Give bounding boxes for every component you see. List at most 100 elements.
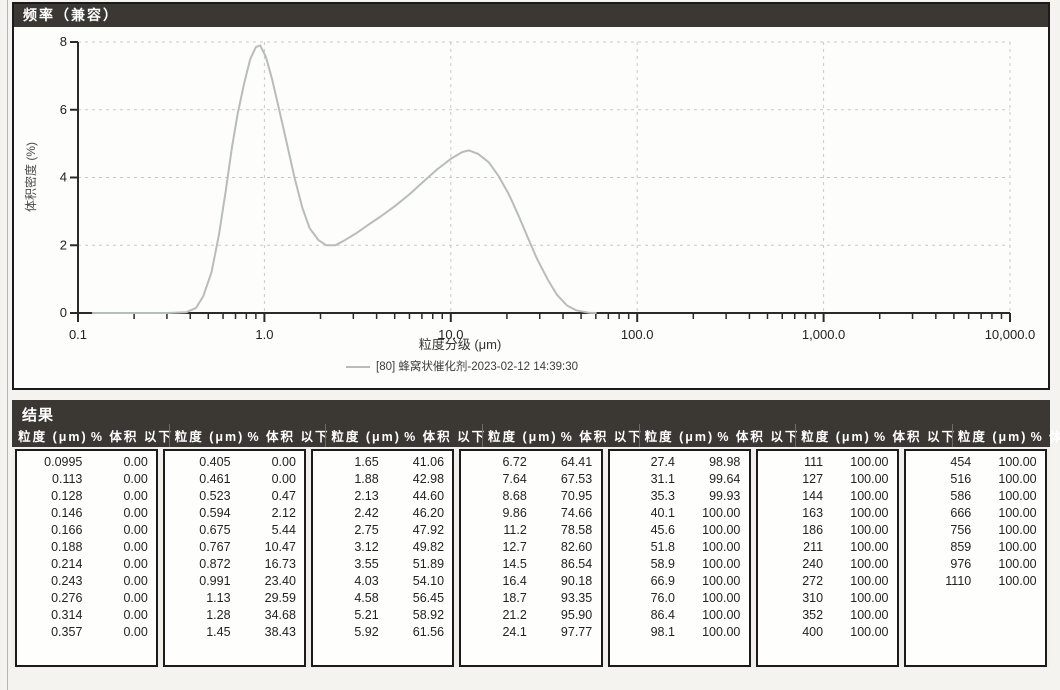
x-axis-label: 粒度分级 (μm) (418, 337, 502, 352)
size-value: 310 (802, 591, 824, 605)
pct-value: 10.47 (264, 540, 296, 554)
pct-value: 38.43 (264, 625, 296, 639)
pct-value: 54.10 (412, 574, 445, 588)
column-header: 粒度 (μm)% 体积 以下 (638, 424, 800, 447)
table-row: 6.72 64.41 (461, 454, 600, 471)
size-value: 4.03 (354, 574, 379, 588)
pct-value: 56.45 (412, 591, 445, 605)
pct-value: 0.00 (123, 455, 148, 469)
y-tick-label: 8 (60, 34, 67, 49)
size-value: 0.523 (199, 489, 231, 503)
table-row: 16.4 90.18 (461, 573, 600, 590)
size-value: 0.872 (199, 557, 231, 571)
result-column: 111 100.00 127 100.00 144 100.00 163 100.00 186 1… (755, 449, 899, 667)
column-header: 粒度 (μm)% 体积 以下 (795, 424, 954, 447)
column-header: 粒度 (μm)% 体积 以下 (168, 424, 328, 447)
table-row: 0.594 2.12 (165, 505, 304, 522)
pct-value: 47.92 (412, 523, 445, 537)
table-row: 240 100.00 (758, 556, 897, 573)
pct-header: % 体积 以下 (717, 430, 800, 444)
table-row: 2.13 44.60 (313, 488, 452, 505)
chart-curve (91, 44, 597, 314)
table-row: 86.4 100.00 (610, 607, 749, 624)
column-header: 粒度 (μm)% 体积 以下 (481, 424, 641, 447)
y-tick-label: 4 (60, 170, 67, 185)
pct-value: 51.89 (412, 557, 445, 571)
table-row: 454 100.00 (906, 454, 1045, 471)
table-row: 0.128 0.00 (17, 488, 156, 505)
pct-header: % 体积 以下 (404, 430, 487, 444)
pct-value: 100.00 (998, 557, 1037, 571)
column-header: 粒度 (μm)% 体积 以下 (325, 424, 487, 447)
pct-value: 0.00 (123, 489, 148, 503)
table-row: 12.7 82.60 (461, 539, 600, 556)
size-value: 3.12 (354, 540, 379, 554)
table-row: 666 100.00 (906, 505, 1045, 522)
pct-value: 100.00 (850, 506, 889, 520)
size-header: 粒度 (μm) (644, 430, 715, 444)
table-row: 3.12 49.82 (313, 539, 452, 556)
pct-value: 41.06 (412, 455, 445, 469)
size-value: 86.4 (650, 608, 675, 622)
size-value: 27.4 (650, 455, 675, 469)
pct-value: 100.00 (850, 455, 889, 469)
frequency-chart: 0 2 4 6 8 0.1 1.0 10.0 100.0 1,000.0 10,000.0 (60, 34, 1036, 342)
size-header: 粒度 (μm) (488, 430, 558, 444)
size-value: 8.68 (502, 489, 527, 503)
table-row: 1.45 38.43 (165, 624, 304, 641)
x-tick-label: 1.0 (255, 327, 273, 342)
size-value: 0.276 (51, 591, 83, 605)
pct-value: 95.90 (560, 608, 593, 622)
pct-value: 100.00 (850, 557, 889, 571)
size-value: 58.9 (650, 557, 675, 571)
pct-header: % 体积 以下 (90, 430, 173, 444)
column-header: 粒度 (μm)% 体积 以下 (15, 424, 173, 447)
size-value: 0.166 (51, 523, 83, 537)
size-value: 9.86 (502, 506, 527, 520)
legend-line-swatch (346, 365, 370, 368)
table-row: 14.5 86.54 (461, 556, 600, 573)
size-value: 0.991 (199, 574, 231, 588)
table-row: 0.523 0.47 (165, 488, 304, 505)
table-row: 211 100.00 (758, 539, 897, 556)
pct-value: 2.12 (271, 506, 296, 520)
pct-value: 100.00 (850, 591, 889, 605)
table-row: 18.7 93.35 (461, 590, 600, 607)
table-row: 35.3 99.93 (610, 488, 749, 505)
table-row: 1.65 41.06 (313, 454, 452, 471)
size-value: 0.113 (52, 472, 83, 486)
size-header: 粒度 (μm) (331, 430, 401, 444)
table-row: 2.75 47.92 (313, 522, 452, 539)
results-titlebar: 结果 粒度 (μm)% 体积 以下 粒度 (μm)% 体积 以下 粒度 (μm)% … (12, 400, 1060, 447)
pct-value: 100.00 (850, 625, 889, 639)
size-value: 0.314 (51, 608, 83, 622)
table-row: 98.1 100.00 (610, 624, 749, 641)
y-axis-label: 体积密度 (%) (24, 142, 38, 212)
table-row: 0.357 0.00 (17, 624, 156, 641)
chart-legend: [80] 蜂窝状催化剂-2023-02-12 14:39:30 (282, 358, 642, 374)
size-value: 24.1 (502, 625, 527, 639)
pct-value: 64.41 (560, 455, 593, 469)
size-value: 3.55 (354, 557, 379, 571)
size-value: 21.2 (502, 608, 527, 622)
size-value: 272 (802, 574, 824, 588)
results-header-row: 粒度 (μm)% 体积 以下 粒度 (μm)% 体积 以下 粒度 (μm)% 体积 … (12, 424, 1060, 447)
size-value: 76.0 (650, 591, 675, 605)
size-value: 144 (802, 489, 824, 503)
table-row: 586 100.00 (906, 488, 1045, 505)
result-column: 0.405 0.00 0.461 0.00 0.523 0.47 0.594 2.12 0.67… (163, 449, 307, 667)
table-row: 310 100.00 (758, 590, 897, 607)
table-row: 163 100.00 (758, 505, 897, 522)
result-column: 454 100.00 516 100.00 586 100.00 666 100.00 756 1… (903, 449, 1047, 667)
table-row: 0.113 0.00 (17, 471, 156, 488)
table-row: 5.21 58.92 (313, 607, 452, 624)
x-tick-label: 10.0 (438, 327, 463, 342)
table-row: 66.9 100.00 (610, 573, 749, 590)
table-row: 1.13 29.59 (165, 590, 304, 607)
table-row: 144 100.00 (758, 488, 897, 505)
table-row: 516 100.00 (906, 471, 1045, 488)
pct-value: 0.00 (123, 591, 148, 605)
table-row: 0.0995 0.00 (17, 454, 156, 471)
size-value: 0.0995 (44, 455, 83, 469)
